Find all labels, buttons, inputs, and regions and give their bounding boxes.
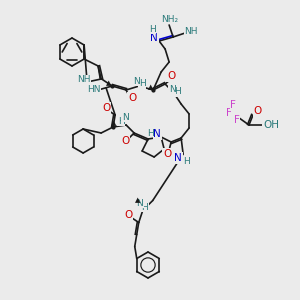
Text: O: O: [163, 149, 171, 159]
Text: N: N: [153, 129, 161, 139]
Text: N: N: [150, 33, 158, 43]
Text: OH: OH: [263, 120, 279, 130]
Text: O: O: [124, 209, 133, 220]
Text: ▲: ▲: [106, 80, 112, 86]
Text: N: N: [122, 112, 128, 122]
Text: H: H: [149, 25, 155, 34]
Text: NH: NH: [184, 26, 198, 35]
Text: HN: HN: [87, 85, 101, 94]
Text: F: F: [226, 108, 232, 118]
Text: H: H: [118, 116, 124, 125]
Text: F: F: [234, 115, 240, 125]
Text: N: N: [133, 76, 140, 85]
Text: O: O: [167, 71, 175, 81]
Text: H: H: [139, 80, 145, 88]
Text: ▲: ▲: [135, 197, 140, 203]
Text: N: N: [136, 199, 143, 208]
Text: N: N: [174, 153, 182, 163]
Text: F: F: [230, 100, 236, 110]
Text: O: O: [254, 106, 262, 116]
Text: N: N: [169, 85, 176, 94]
Text: NH: NH: [77, 76, 91, 85]
Text: O: O: [102, 103, 110, 113]
Text: H: H: [147, 130, 154, 139]
Text: H: H: [174, 88, 181, 97]
Text: O: O: [128, 93, 136, 103]
Text: ▲: ▲: [148, 84, 154, 90]
Text: H: H: [141, 203, 148, 212]
Text: NH₂: NH₂: [162, 14, 179, 23]
Text: ▲: ▲: [111, 120, 117, 126]
Text: O: O: [121, 136, 129, 146]
Text: H: H: [183, 157, 190, 166]
